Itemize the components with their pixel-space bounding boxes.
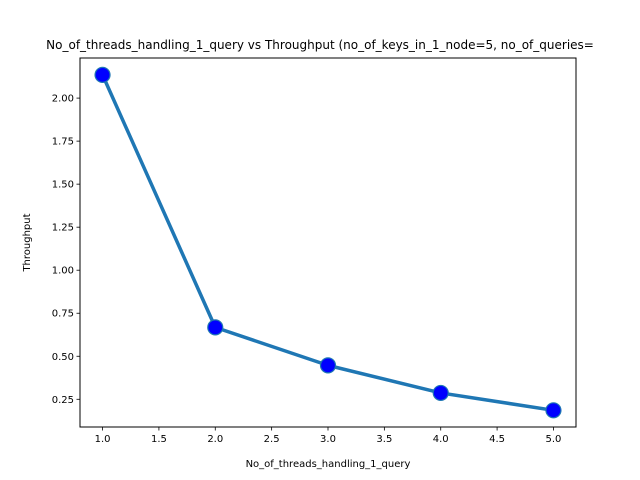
data-point xyxy=(94,66,111,83)
y-tick-label: 1.00 xyxy=(52,266,74,277)
data-point xyxy=(545,402,562,419)
data-point xyxy=(319,357,337,374)
data-point xyxy=(207,319,224,336)
data-point xyxy=(432,384,449,402)
y-tick-label: 1.25 xyxy=(52,223,74,234)
x-tick-label: 4.5 xyxy=(489,434,505,445)
x-axis-label: No_of_threads_handling_1_query xyxy=(246,459,411,470)
x-axis-ticks: 1.0 1.5 2.0 2.5 3.0 3.5 4.0 4.5 5.0 xyxy=(95,427,562,445)
y-tick-label: 2.00 xyxy=(52,94,74,105)
x-tick-label: 1.5 xyxy=(151,434,167,445)
y-tick-label: 1.50 xyxy=(52,180,74,191)
y-axis-label: Throughput xyxy=(22,213,33,272)
chart-title: No_of_threads_handling_1_query vs Throug… xyxy=(46,38,594,52)
y-tick-label: 0.25 xyxy=(52,395,74,406)
y-tick-label: 0.75 xyxy=(52,309,74,320)
plot-area xyxy=(94,66,562,419)
y-tick-label: 1.75 xyxy=(52,137,74,148)
x-tick-label: 3.0 xyxy=(320,434,336,445)
x-tick-label: 2.0 xyxy=(207,434,223,445)
x-tick-label: 1.0 xyxy=(95,434,111,445)
y-tick-label: 0.50 xyxy=(52,352,74,363)
x-tick-label: 3.5 xyxy=(376,434,392,445)
x-tick-label: 2.5 xyxy=(264,434,280,445)
x-tick-label: 5.0 xyxy=(546,434,562,445)
y-axis-ticks: 0.25 0.50 0.75 1.00 1.25 1.50 1.75 2.00 xyxy=(52,94,80,406)
x-tick-label: 4.0 xyxy=(433,434,449,445)
